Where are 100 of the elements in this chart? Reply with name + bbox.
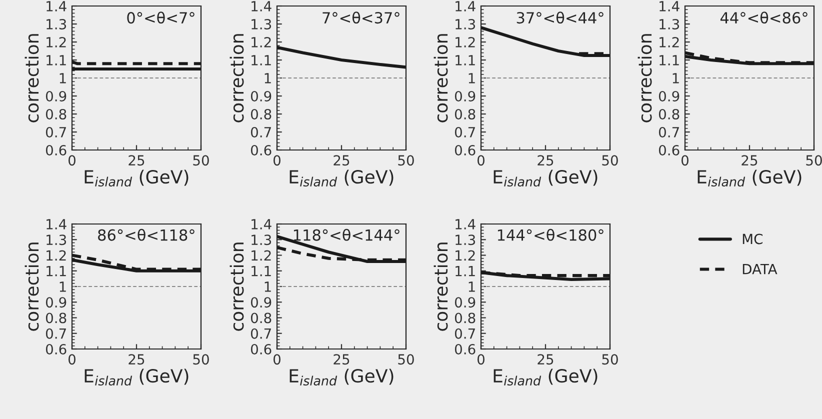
y-tick-label: 1.1	[456, 55, 475, 66]
x-tick-label: 25	[742, 155, 758, 166]
y-axis-title: correction	[230, 242, 244, 331]
y-tick-label: 1.2	[46, 250, 66, 261]
y-tick-label: 0.9	[250, 297, 272, 308]
x-tick-label: 25	[538, 155, 554, 166]
x-tick-label: 25	[334, 354, 350, 365]
y-tick-label: 1	[672, 73, 679, 84]
y-tick-label: 0.7	[46, 328, 66, 339]
x-tick-label: 0	[681, 155, 688, 166]
y-tick-label: 1.2	[660, 36, 679, 48]
y-tick-label: 1.1	[456, 266, 475, 276]
y-tick-label: 1.1	[46, 266, 66, 276]
y-tick-label: 1.1	[252, 55, 271, 66]
annotation: 44°<θ<86°	[720, 12, 808, 24]
y-tick-label: 1.2	[252, 36, 271, 48]
y-tick-label: 0.6	[250, 144, 272, 156]
y-tick-label: 1.2	[456, 36, 475, 48]
x-tick-label: 50	[398, 155, 414, 166]
annotation: 37°<θ<44°	[516, 12, 604, 24]
y-tick-label: 0.6	[250, 344, 272, 354]
y-axis-title: correction	[434, 242, 448, 331]
y-tick-label: 0.6	[658, 144, 680, 156]
annotation: 86°<θ<118°	[98, 228, 194, 241]
y-tick-label: 0.7	[250, 126, 271, 138]
y-tick-label: 0.9	[46, 297, 66, 308]
y-tick-label: 1.4	[46, 219, 66, 230]
y-tick-label: 1.4	[46, 1, 66, 12]
legend-label: DATA	[742, 264, 778, 274]
x-tick-label: 0	[477, 354, 484, 365]
x-tick-label: 25	[128, 354, 144, 365]
y-tick-label: 1.2	[456, 250, 475, 261]
y-tick-label: 1.4	[456, 219, 476, 230]
y-axis-title: correction	[24, 34, 39, 122]
y-tick-label: 0.8	[46, 108, 66, 120]
x-axis-title: E$_{island}$ (GeV)	[84, 170, 188, 187]
x-tick-label: 50	[602, 354, 618, 365]
x-tick-label: 0	[68, 155, 76, 166]
y-tick-label: 1.3	[660, 18, 680, 30]
x-tick-label: 0	[68, 354, 76, 365]
y-tick-label: 1.3	[46, 234, 66, 246]
x-tick-label: 25	[128, 155, 144, 166]
y-tick-label: 1	[264, 73, 271, 84]
y-tick-label: 0.9	[250, 90, 272, 102]
y-tick-label: 1.1	[46, 55, 66, 66]
y-tick-label: 1.4	[456, 1, 476, 12]
x-axis-title: E$_{island}$ (GeV)	[290, 170, 394, 187]
y-tick-label: 0.9	[658, 90, 680, 102]
y-tick-label: 0.6	[46, 144, 66, 156]
y-tick-label: 1.4	[660, 1, 680, 12]
y-tick-label: 0.9	[454, 90, 476, 102]
y-tick-label: 1	[60, 282, 66, 292]
y-tick-label: 1.2	[46, 36, 66, 48]
y-axis-title: correction	[638, 34, 652, 122]
x-tick-label: 0	[273, 354, 280, 365]
annotation: 7°<θ<37°	[322, 12, 400, 24]
y-tick-label: 1.3	[456, 18, 476, 30]
x-tick-label: 50	[398, 354, 414, 365]
y-tick-label: 0.9	[46, 90, 66, 102]
y-tick-label: 1	[60, 73, 66, 84]
y-tick-label: 1.1	[660, 55, 679, 66]
y-tick-label: 0.6	[454, 144, 476, 156]
y-tick-label: 1.3	[456, 234, 476, 246]
y-tick-label: 1.3	[252, 18, 272, 30]
legend-label: MC	[742, 234, 762, 244]
annotation: 144°<θ<180°	[498, 228, 604, 241]
y-tick-label: 1	[264, 282, 271, 292]
y-axis-title: correction	[24, 242, 39, 331]
y-tick-label: 1.4	[252, 1, 272, 12]
x-axis-title: E$_{island}$ (GeV)	[84, 368, 188, 386]
y-tick-label: 0.7	[658, 126, 679, 138]
x-tick-label: 50	[602, 155, 618, 166]
x-axis-title: E$_{island}$ (GeV)	[494, 368, 598, 386]
y-tick-label: 1.3	[252, 234, 272, 246]
x-axis-title: E$_{island}$ (GeV)	[494, 170, 598, 187]
y-tick-label: 0.8	[250, 108, 272, 120]
x-tick-label: 50	[193, 354, 209, 365]
annotation: 0°<θ<7°	[127, 12, 194, 24]
x-axis-title: E$_{island}$ (GeV)	[698, 170, 802, 187]
y-tick-label: 0.8	[658, 108, 680, 120]
x-tick-label: 25	[334, 155, 350, 166]
annotation: 118°<θ<144°	[294, 228, 400, 241]
y-axis-title: correction	[434, 34, 448, 122]
y-tick-label: 0.8	[46, 312, 66, 324]
y-tick-label: 0.8	[454, 108, 476, 120]
y-tick-label: 1	[468, 282, 475, 292]
y-tick-label: 1.4	[252, 219, 272, 230]
y-tick-label: 0.8	[250, 312, 272, 324]
y-tick-label: 0.6	[454, 344, 476, 354]
y-tick-label: 1.1	[252, 266, 271, 276]
y-tick-label: 1.2	[252, 250, 271, 261]
y-tick-label: 0.8	[454, 312, 476, 324]
y-tick-label: 0.7	[454, 328, 475, 339]
x-tick-label: 50	[193, 155, 209, 166]
y-axis-title: correction	[230, 34, 244, 122]
x-tick-label: 50	[806, 155, 822, 166]
x-tick-label: 0	[273, 155, 280, 166]
y-tick-label: 1	[468, 73, 475, 84]
y-tick-label: 0.9	[454, 297, 476, 308]
x-tick-label: 25	[538, 354, 554, 365]
